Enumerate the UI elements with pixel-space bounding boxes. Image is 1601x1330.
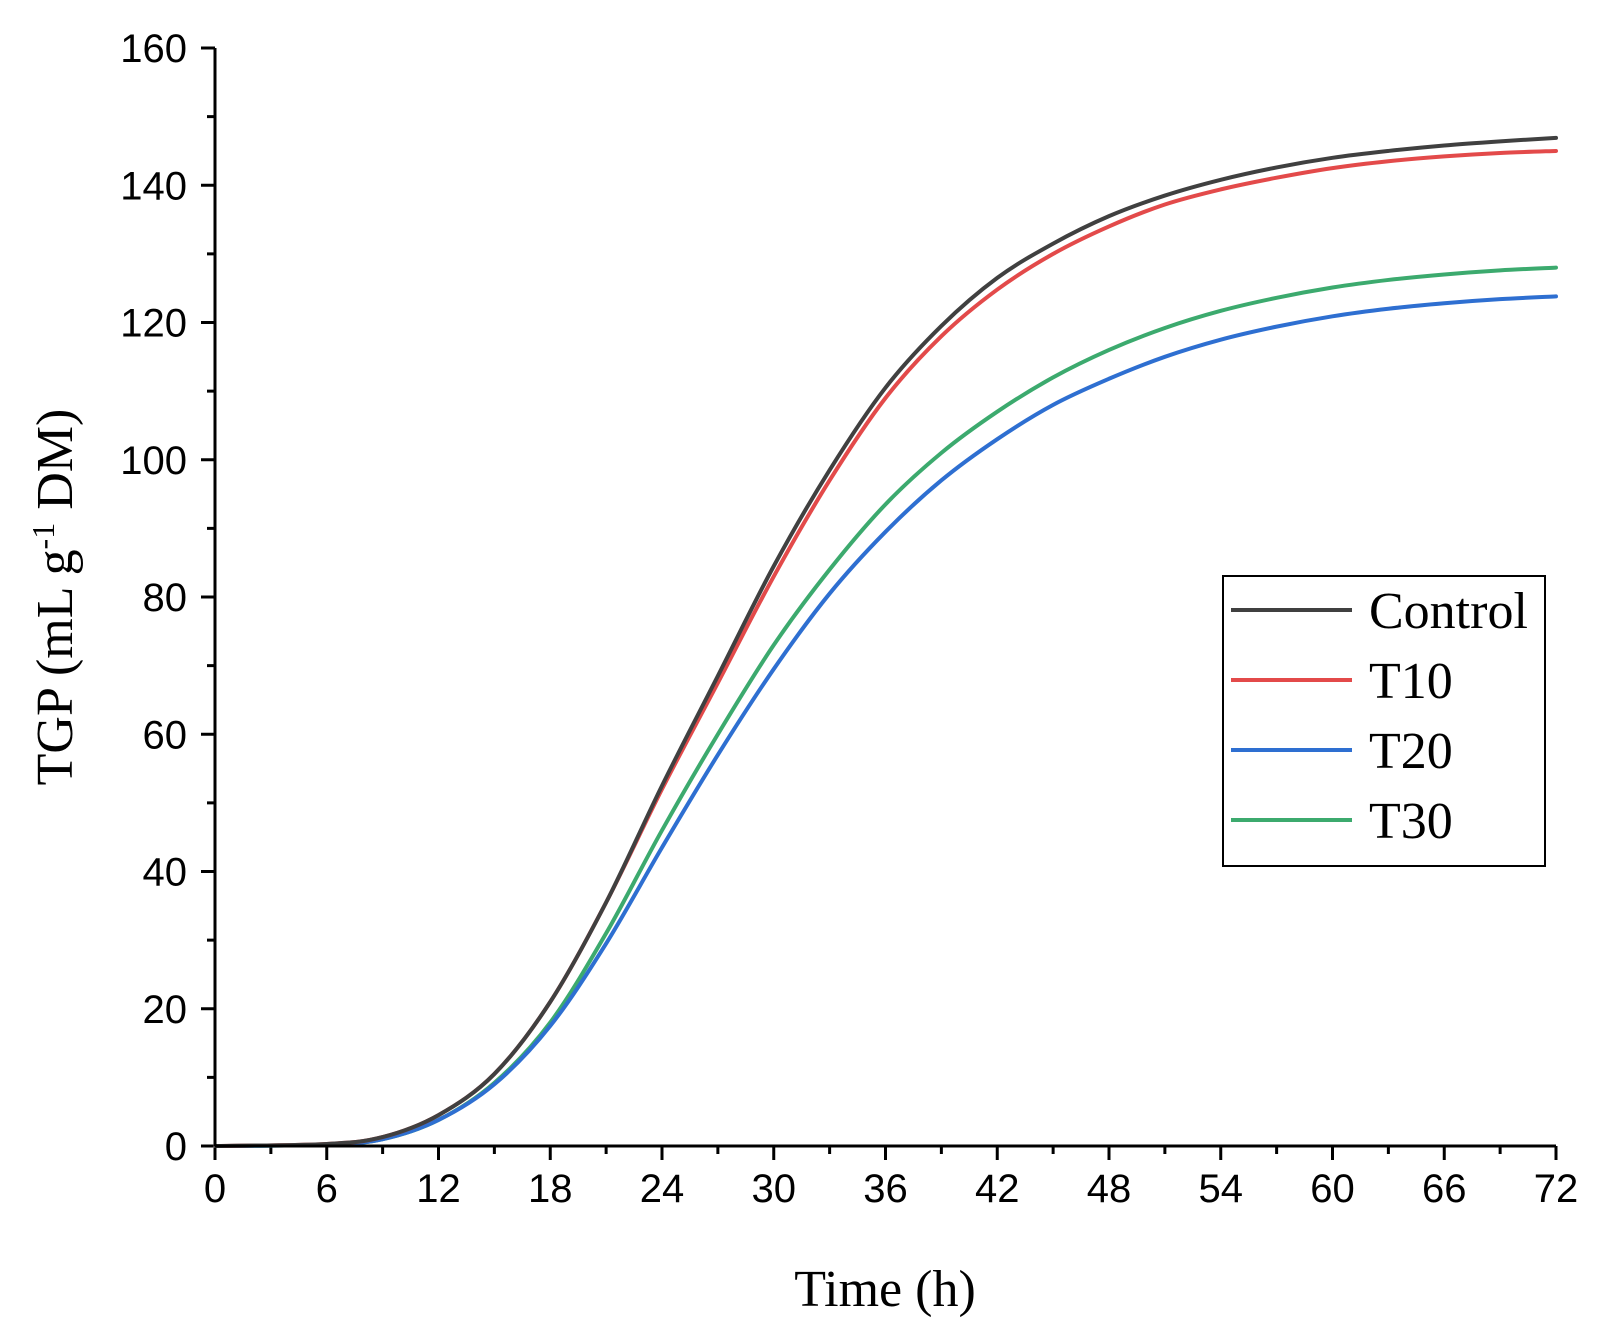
y-axis-title: TGP (mL g-1 DM) — [25, 409, 84, 786]
y-tick-label-120: 120 — [120, 302, 187, 346]
legend-label-t20: T20 — [1369, 723, 1453, 780]
x-tick-label-36: 36 — [863, 1167, 908, 1211]
legend-box — [1222, 575, 1546, 867]
x-tick-label-72: 72 — [1534, 1167, 1579, 1211]
x-tick-label-24: 24 — [640, 1167, 685, 1211]
y-tick-label-20: 20 — [143, 988, 188, 1032]
x-tick-label-60: 60 — [1310, 1167, 1355, 1211]
y-axis-title-prefix: TGP (mL g — [27, 549, 84, 785]
y-axis-title-suffix: DM) — [27, 409, 84, 523]
y-tick-label-80: 80 — [143, 576, 188, 620]
x-tick-label-12: 12 — [416, 1167, 461, 1211]
y-axis-title-superscript: -1 — [25, 523, 61, 550]
legend-label-t10: T10 — [1369, 653, 1453, 710]
axes-layer — [213, 48, 1556, 1148]
x-tick-label-30: 30 — [752, 1167, 797, 1211]
y-tick-label-0: 0 — [165, 1125, 187, 1169]
tick-labels-layer: 0 6 12 18 24 30 36 42 48 54 60 66 72 0 20 40 60 80 100 120 1… — [120, 27, 1578, 1211]
y-tick-label-100: 100 — [120, 439, 187, 483]
series-line-t20 — [213, 294, 1558, 1148]
series-line-control — [213, 135, 1558, 1148]
x-tick-label-66: 66 — [1422, 1167, 1467, 1211]
series-layer — [213, 135, 1558, 1148]
legend-label-t30: T30 — [1369, 793, 1453, 850]
y-tick-label-140: 140 — [120, 164, 187, 208]
x-tick-label-48: 48 — [1087, 1167, 1132, 1211]
x-tick-label-54: 54 — [1199, 1167, 1244, 1211]
y-tick-label-60: 60 — [143, 713, 188, 757]
x-tick-label-0: 0 — [204, 1167, 226, 1211]
x-axis-title: Time (h) — [794, 1261, 976, 1318]
legend: Control T10 T20 T30 — [1222, 575, 1546, 867]
x-tick-label-6: 6 — [316, 1167, 338, 1211]
legend-label-control: Control — [1369, 583, 1528, 640]
x-tick-label-18: 18 — [528, 1167, 573, 1211]
y-tick-label-160: 160 — [120, 27, 187, 71]
legend-items: Control T10 T20 T30 — [1231, 583, 1528, 850]
y-tick-label-40: 40 — [143, 851, 188, 895]
x-tick-label-42: 42 — [975, 1167, 1020, 1211]
